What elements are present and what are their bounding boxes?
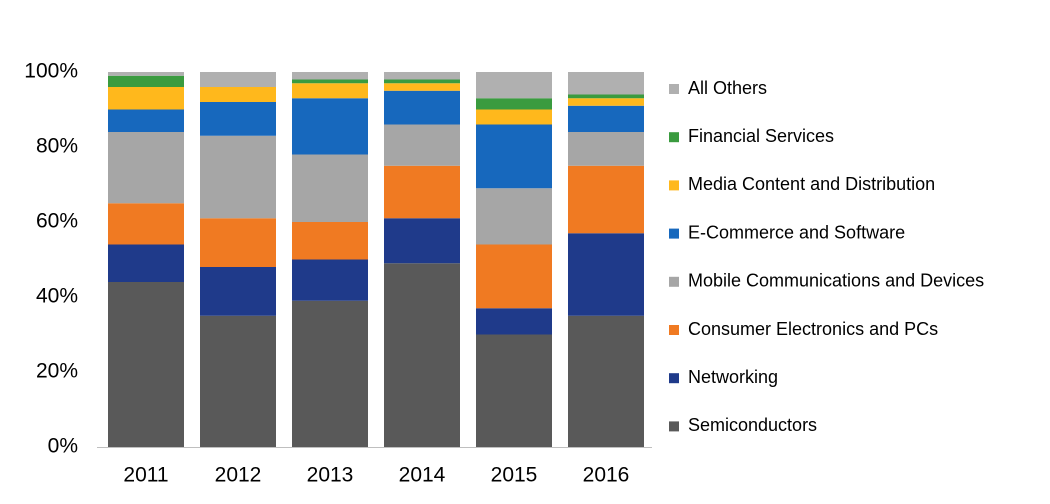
legend-label: Mobile Communications and Devices xyxy=(688,271,984,291)
bar-segment xyxy=(108,203,184,244)
x-tick-label: 2012 xyxy=(215,464,262,487)
legend-label: Financial Services xyxy=(688,126,834,146)
bar-segment xyxy=(476,308,552,334)
legend-swatch xyxy=(669,180,679,190)
bar-segment xyxy=(568,106,644,132)
bar-segment xyxy=(384,218,460,263)
bar-segment xyxy=(568,233,644,316)
legend-label: Consumer Electronics and PCs xyxy=(688,319,938,339)
legend-label: Networking xyxy=(688,367,778,387)
bar-segment xyxy=(292,72,368,80)
y-tick-label: 60% xyxy=(36,210,78,233)
bar-segment xyxy=(108,76,184,87)
legend-label: All Others xyxy=(688,78,767,98)
legend-swatch xyxy=(669,373,679,383)
bar-segment xyxy=(200,218,276,267)
bar-segment xyxy=(200,136,276,219)
bar-segment xyxy=(476,72,552,98)
bar-segment xyxy=(108,110,184,133)
bar-segment xyxy=(384,83,460,91)
bar-segment xyxy=(292,222,368,260)
legend-swatch xyxy=(669,132,679,142)
bar-segment xyxy=(108,282,184,447)
bar-segment xyxy=(568,98,644,106)
x-tick-label: 2015 xyxy=(491,464,538,487)
y-tick-label: 100% xyxy=(24,60,78,83)
x-tick-label: 2014 xyxy=(399,464,446,487)
bar-segment xyxy=(384,125,460,166)
bar-segment xyxy=(476,98,552,109)
bar-segment xyxy=(292,301,368,447)
bar-segment xyxy=(568,132,644,166)
legend-swatch xyxy=(669,277,679,287)
bar-segment xyxy=(108,87,184,110)
bar-segment xyxy=(292,80,368,84)
legend-label: E-Commerce and Software xyxy=(688,222,905,242)
bar-segment xyxy=(476,110,552,125)
y-tick-label: 20% xyxy=(36,360,78,383)
bar-segment xyxy=(568,316,644,447)
bar-segment xyxy=(292,155,368,223)
legend-swatch xyxy=(669,421,679,431)
bar-segment xyxy=(292,260,368,301)
bar-segment xyxy=(200,87,276,102)
bar-segment xyxy=(384,80,460,84)
legend-swatch xyxy=(669,84,679,94)
chart: 0% 20% 40% 60% 80% 100% 2011 2012 2013 2014 2015 20… xyxy=(0,0,1050,504)
x-tick-label: 2016 xyxy=(583,464,630,487)
bar-segment xyxy=(384,72,460,80)
bar-segment xyxy=(108,72,184,76)
bar-segment xyxy=(384,91,460,125)
x-tick-label: 2011 xyxy=(123,464,168,487)
x-tick-label: 2013 xyxy=(307,464,354,487)
bar-segment xyxy=(292,98,368,154)
bar-segment xyxy=(200,72,276,87)
bar-segment xyxy=(108,245,184,283)
bar-segment xyxy=(200,102,276,136)
y-tick-label: 0% xyxy=(48,435,78,458)
legend-swatch xyxy=(669,229,679,239)
bar-segment xyxy=(476,245,552,309)
bar-segment xyxy=(108,132,184,203)
bar-segment xyxy=(292,83,368,98)
bar-segment xyxy=(476,125,552,189)
bar-segment xyxy=(384,263,460,447)
legend-label: Media Content and Distribution xyxy=(688,174,935,194)
bar-segment xyxy=(476,335,552,448)
y-tick-label: 40% xyxy=(36,285,78,308)
bar-segment xyxy=(568,95,644,99)
bar-segment xyxy=(200,267,276,316)
bar-segment xyxy=(568,72,644,95)
y-tick-label: 80% xyxy=(36,135,78,158)
bar-segment xyxy=(568,166,644,234)
bar-segment xyxy=(200,316,276,447)
bar-segment xyxy=(384,166,460,219)
legend-swatch xyxy=(669,325,679,335)
bar-segment xyxy=(476,188,552,244)
legend-label: Semiconductors xyxy=(688,415,817,435)
